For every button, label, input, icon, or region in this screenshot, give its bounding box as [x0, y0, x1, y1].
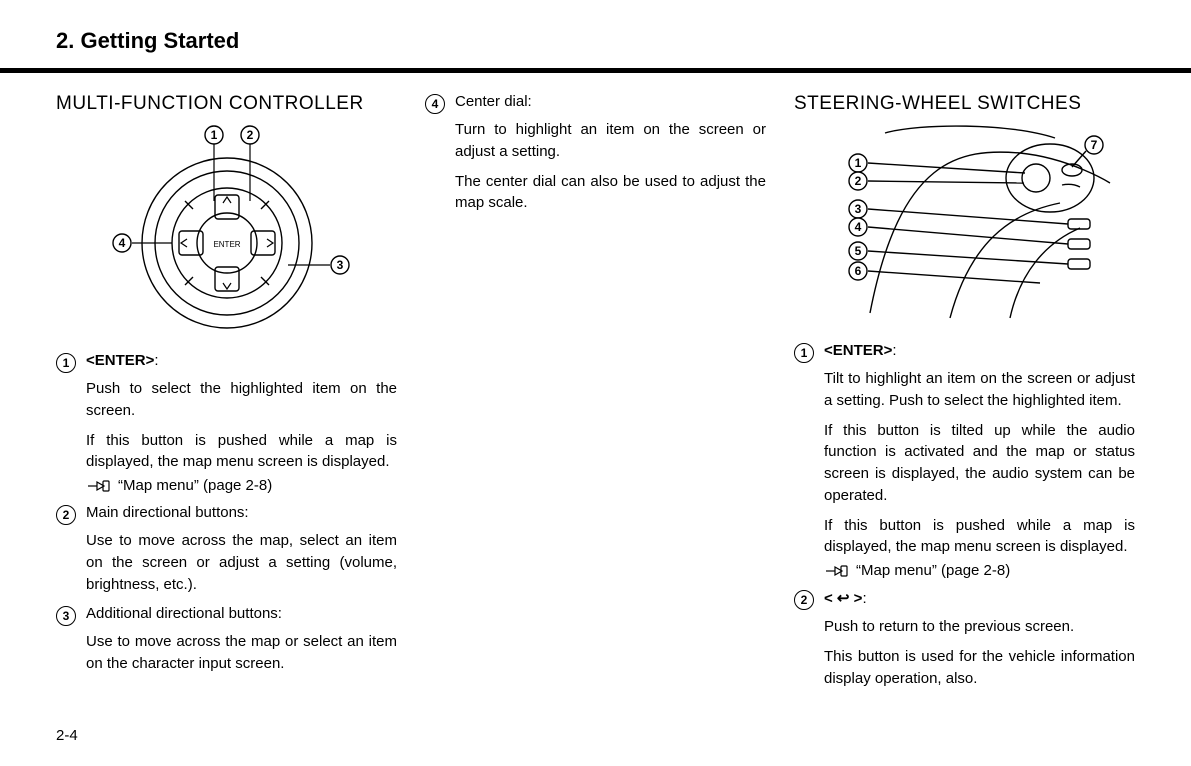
callout-6: 6: [854, 264, 861, 278]
item-label: Additional directional buttons:: [86, 605, 282, 622]
page-number: 2-4: [56, 727, 78, 744]
callout-3: 3: [336, 258, 343, 272]
callout-1: 1: [210, 128, 217, 142]
horizontal-rule: [0, 68, 1191, 73]
item-number-badge: 2: [56, 505, 76, 525]
callout-2: 2: [854, 174, 861, 188]
list-item: 1 <ENTER>: Tilt to highlight an item on …: [794, 342, 1135, 579]
pointer-icon: [86, 479, 110, 493]
item-paragraph: Push to return to the previous screen.: [824, 616, 1135, 638]
cross-reference-text: “Map menu” (page 2-8): [856, 562, 1010, 579]
item-paragraph: This button is used for the vehicle info…: [824, 646, 1135, 690]
callout-4: 4: [854, 220, 861, 234]
callout-7: 7: [1090, 138, 1097, 152]
column-2: 4 Center dial: Turn to highlight an item…: [425, 93, 766, 689]
callout-1: 1: [854, 156, 861, 170]
item-label: <ENTER>:: [824, 342, 897, 359]
item-number-badge: 3: [56, 606, 76, 626]
callout-3: 3: [854, 202, 861, 216]
manual-page: 2. Getting Started MULTI-FUNCTION CONTRO…: [0, 0, 1191, 766]
item-label: Center dial:: [455, 93, 532, 110]
steering-svg: 1 2 3 4 5 6 7: [810, 123, 1120, 323]
item-paragraph: Push to select the highlighted item on t…: [86, 378, 397, 422]
list-item: 2 Main directional buttons: Use to move …: [56, 504, 397, 595]
item-paragraph: Use to move across the map or select an …: [86, 631, 397, 675]
list-item: 1 <ENTER>: Push to select the highlighte…: [56, 352, 397, 494]
section-heading: STEERING-WHEEL SWITCHES: [794, 93, 1135, 115]
list-item: 2 < ↩ >: Push to return to the previous …: [794, 589, 1135, 689]
item-paragraph: If this button is tilted up while the au…: [824, 420, 1135, 507]
column-3: STEERING-WHEEL SWITCHES: [794, 93, 1135, 689]
item-paragraph: If this button is pushed while a map is …: [86, 430, 397, 474]
item-paragraph: Turn to highlight an item on the screen …: [455, 119, 766, 163]
columns: MULTI-FUNCTION CONTROLLER: [56, 93, 1135, 689]
item-label: <ENTER>:: [86, 352, 159, 369]
item-paragraph: Use to move across the map, select an it…: [86, 530, 397, 595]
callout-4: 4: [118, 236, 125, 250]
callout-2: 2: [246, 128, 253, 142]
item-label: Main directional buttons:: [86, 504, 249, 521]
enter-label-in-dial: ENTER: [213, 240, 240, 249]
item-number-badge: 2: [794, 590, 814, 610]
item-paragraph: If this button is pushed while a map is …: [824, 515, 1135, 559]
callout-5: 5: [854, 244, 861, 258]
cross-reference-text: “Map menu” (page 2-8): [118, 477, 272, 494]
controller-svg: ENTER 1 2 3: [92, 123, 362, 333]
cross-reference: “Map menu” (page 2-8): [86, 477, 397, 494]
pointer-icon: [824, 564, 848, 578]
item-number-badge: 1: [794, 343, 814, 363]
list-item: 3 Additional directional buttons: Use to…: [56, 605, 397, 675]
list-item: 4 Center dial: Turn to highlight an item…: [425, 93, 766, 214]
item-label: < ↩ >:: [824, 590, 867, 607]
controller-figure: ENTER 1 2 3: [56, 123, 397, 338]
item-paragraph: Tilt to highlight an item on the screen …: [824, 368, 1135, 412]
column-1: MULTI-FUNCTION CONTROLLER: [56, 93, 397, 689]
chapter-title: 2. Getting Started: [56, 28, 1135, 54]
item-paragraph: The center dial can also be used to adju…: [455, 171, 766, 215]
item-number-badge: 4: [425, 94, 445, 114]
item-number-badge: 1: [56, 353, 76, 373]
steering-figure: 1 2 3 4 5 6 7: [794, 123, 1135, 328]
cross-reference: “Map menu” (page 2-8): [824, 562, 1135, 579]
section-heading: MULTI-FUNCTION CONTROLLER: [56, 93, 397, 115]
